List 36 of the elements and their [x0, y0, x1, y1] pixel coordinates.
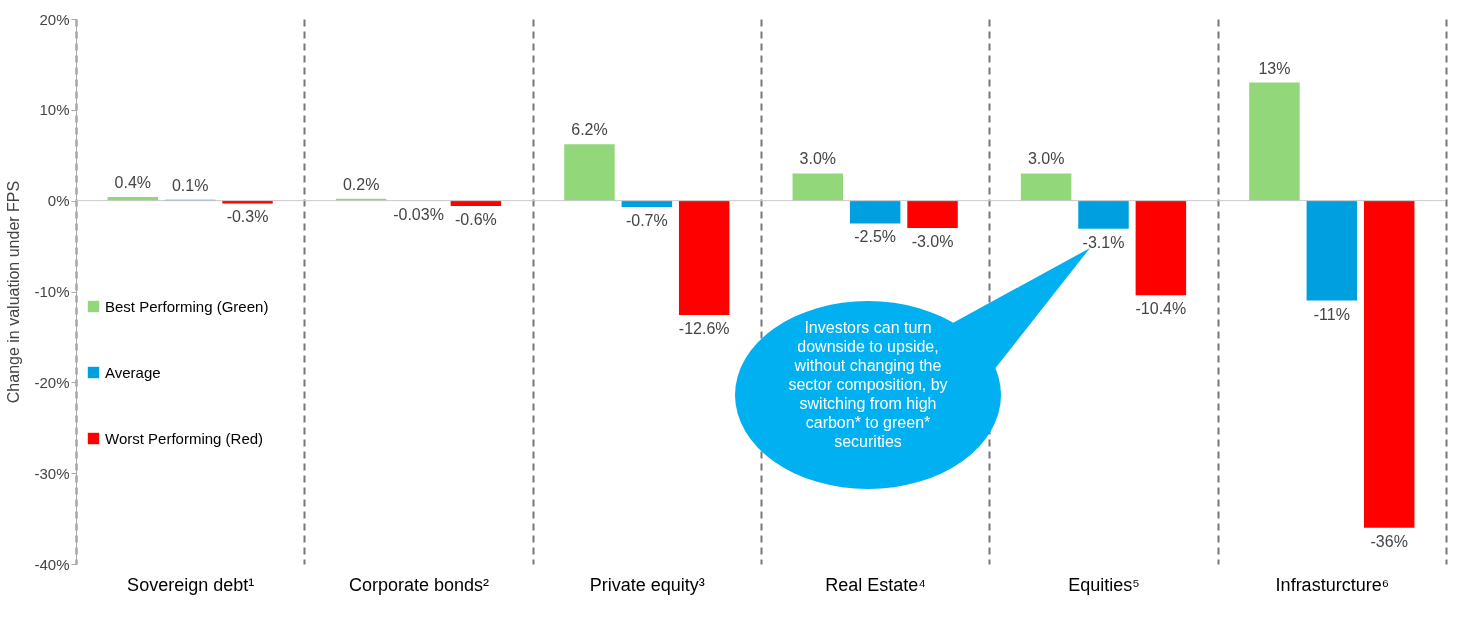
text: 13%	[1258, 59, 1291, 77]
y-tick-label: -20%	[34, 373, 70, 391]
text: -12.6%	[678, 320, 730, 338]
y-tick-label: -30%	[34, 464, 70, 482]
text: -3.0%	[911, 232, 954, 250]
text: 0.1%	[171, 176, 209, 194]
text: -2.5%	[854, 228, 897, 246]
text: 3.0%	[1027, 150, 1065, 168]
text: 0.4%	[114, 174, 152, 192]
text: -3.1%	[1082, 233, 1125, 251]
x-tick-label: Corporate bonds²	[348, 574, 490, 595]
y-tick-label: 0%	[47, 192, 70, 210]
text: 0.2%	[342, 175, 380, 193]
x-tick-label: Sovereign debt¹	[127, 574, 255, 595]
text: -0.03%	[393, 205, 444, 223]
y-tick-label: 20%	[39, 10, 70, 28]
text: -11%	[1313, 305, 1350, 323]
y-tick-label: 10%	[39, 101, 70, 119]
annotation: Investors can turn downside to upside, without changing the sector composition, by switching from high carbon* to green* securities	[787, 318, 949, 451]
y-tick-label: -40%	[34, 555, 70, 573]
x-tick-label: Real Estate⁴	[825, 574, 927, 595]
x-tick-label: Infrasturcture⁶	[1275, 574, 1390, 595]
text: -0.7%	[625, 212, 668, 230]
text: -10.4%	[1135, 300, 1187, 318]
text: -36%	[1370, 532, 1408, 550]
x-tick-label: Equities⁵	[1068, 574, 1140, 595]
y-axis-title: Change in valuation under FPS	[5, 180, 23, 404]
legend-label: Worst Performing (Red)	[105, 429, 264, 447]
legend-label: Best Performing (Green)	[105, 297, 269, 315]
text: -0.6%	[454, 211, 497, 229]
y-tick-label: -10%	[34, 283, 70, 300]
legend-label: Average	[105, 363, 161, 381]
text: 3.0%	[799, 150, 837, 168]
text: -0.3%	[226, 208, 269, 226]
x-tick-label: Private equity³	[589, 574, 705, 595]
text: 6.2%	[571, 121, 608, 139]
